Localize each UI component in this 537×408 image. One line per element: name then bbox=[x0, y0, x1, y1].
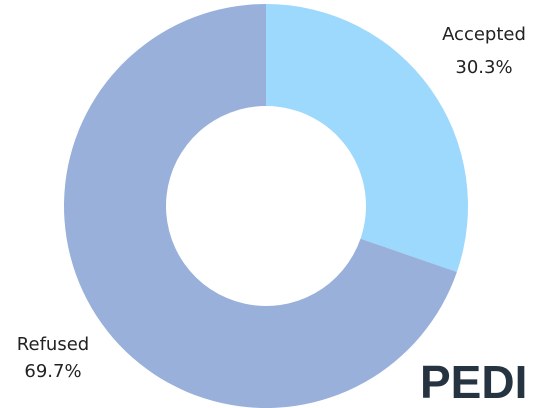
slice-value-label: 30.3% bbox=[455, 57, 512, 78]
slice-label: Accepted bbox=[442, 24, 526, 45]
slice-label: Refused bbox=[17, 334, 89, 355]
slices bbox=[64, 4, 468, 408]
slice-value-label: 69.7% bbox=[24, 361, 81, 382]
donut-slice bbox=[266, 4, 468, 273]
watermark: PEDI bbox=[420, 356, 527, 408]
donut-slice bbox=[64, 4, 457, 408]
